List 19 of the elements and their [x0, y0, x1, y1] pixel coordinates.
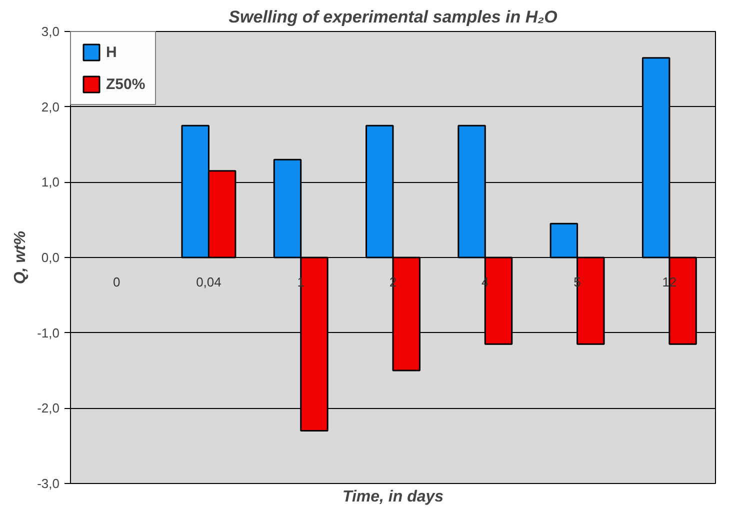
- y-tick-label: 0,0: [41, 250, 60, 265]
- x-axis-title: Time, in days: [342, 488, 444, 506]
- legend-label: Z50%: [106, 76, 146, 92]
- y-tick-label: 3,0: [41, 24, 60, 39]
- y-axis-title: Q, wt%: [12, 230, 30, 284]
- legend-label: H: [106, 44, 118, 60]
- x-tick-label: 0: [112, 274, 120, 290]
- chart-title: Swelling of experimental samples in H₂O: [228, 8, 558, 26]
- y-tick-label: -1,0: [37, 325, 60, 340]
- x-tick-label: 1: [297, 274, 304, 290]
- x-tick-label: 12: [662, 274, 677, 290]
- x-tick-label: 0,04: [196, 274, 222, 290]
- x-tick-label: 2: [389, 274, 397, 290]
- y-tick-label: 1,0: [41, 174, 60, 190]
- y-tick-label: -2,0: [37, 400, 60, 416]
- x-tick-label: 4: [482, 274, 489, 290]
- x-tick-label: 5: [574, 274, 581, 290]
- y-tick-label: -3,0: [37, 476, 60, 491]
- y-tick-label: 2,0: [41, 99, 60, 114]
